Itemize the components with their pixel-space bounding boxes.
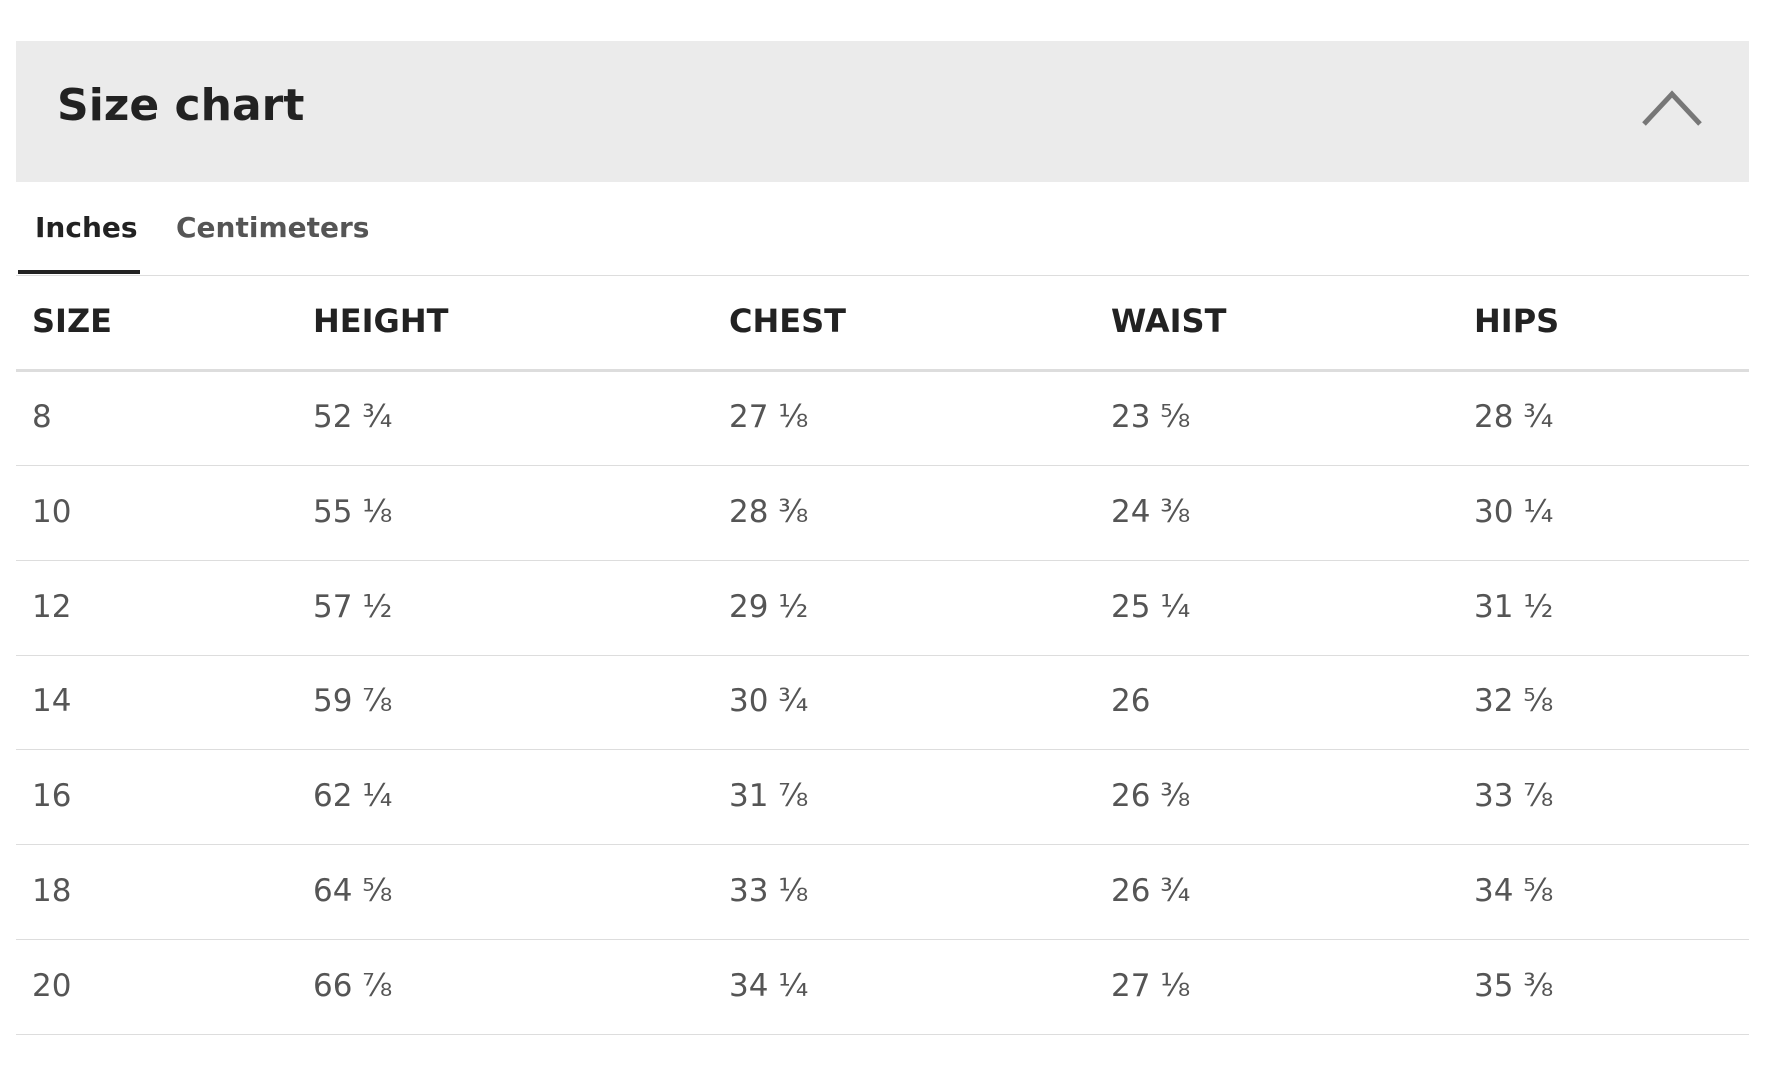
row-divider <box>16 559 1749 561</box>
cell: 26 ¾ <box>1111 873 1191 909</box>
cell: 32 ⅝ <box>1474 683 1554 720</box>
cell: 35 ⅜ <box>1474 967 1554 1004</box>
cell: 16 <box>32 778 72 815</box>
tab[interactable]: Centimeters <box>176 211 370 244</box>
cell: 62 ¼ <box>313 778 393 815</box>
cell: 59 ⅞ <box>313 683 393 720</box>
cell: 30 ¼ <box>1474 493 1554 530</box>
column-header: SIZE <box>32 302 113 340</box>
cell: 30 ¾ <box>729 683 809 720</box>
cell: 31 ½ <box>1474 588 1554 625</box>
cell: 34 ⅝ <box>1474 873 1554 909</box>
cell: 33 ⅞ <box>1474 778 1554 815</box>
cell: 29 ½ <box>729 588 809 625</box>
column-header: HEIGHT <box>313 302 449 340</box>
cell: 18 <box>32 873 72 909</box>
column-header: CHEST <box>729 302 846 340</box>
cell: 26 ⅜ <box>1111 778 1191 815</box>
cell: 26 <box>1111 683 1151 720</box>
row-divider <box>16 465 1749 466</box>
cell: 20 <box>32 967 72 1004</box>
row-divider <box>16 844 1749 846</box>
tab[interactable]: Inches <box>35 211 138 244</box>
cell: 33 ⅛ <box>729 873 809 909</box>
cell: 14 <box>32 683 72 720</box>
collapse-icon[interactable] <box>1640 84 1704 128</box>
cell: 8 <box>32 399 52 435</box>
cell: 12 <box>32 588 72 625</box>
cell: 10 <box>32 493 72 530</box>
cell: 66 ⅞ <box>313 967 393 1004</box>
cell: 23 ⅝ <box>1111 399 1191 435</box>
cell: 34 ¼ <box>729 967 809 1004</box>
cell: 31 ⅞ <box>729 778 809 815</box>
row-divider <box>16 749 1749 751</box>
cell: 27 ⅛ <box>1111 967 1191 1004</box>
cell: 28 ¾ <box>1474 399 1554 435</box>
divider <box>16 275 1749 276</box>
row-divider <box>16 654 1749 656</box>
cell: 55 ⅛ <box>313 493 393 530</box>
row-divider <box>16 1033 1749 1035</box>
cell: 64 ⅝ <box>313 873 393 909</box>
active-tab-indicator <box>18 270 140 274</box>
accordion-header[interactable] <box>16 41 1749 182</box>
divider <box>16 369 1749 372</box>
cell: 27 ⅛ <box>729 399 809 435</box>
cell: 24 ⅜ <box>1111 493 1191 530</box>
column-header: HIPS <box>1474 302 1560 340</box>
column-header: WAIST <box>1111 302 1227 340</box>
title: Size chart <box>57 80 305 131</box>
cell: 52 ¾ <box>313 399 393 435</box>
cell: 57 ½ <box>313 588 393 625</box>
cell: 25 ¼ <box>1111 588 1191 625</box>
row-divider <box>16 939 1749 940</box>
cell: 28 ⅜ <box>729 493 809 530</box>
